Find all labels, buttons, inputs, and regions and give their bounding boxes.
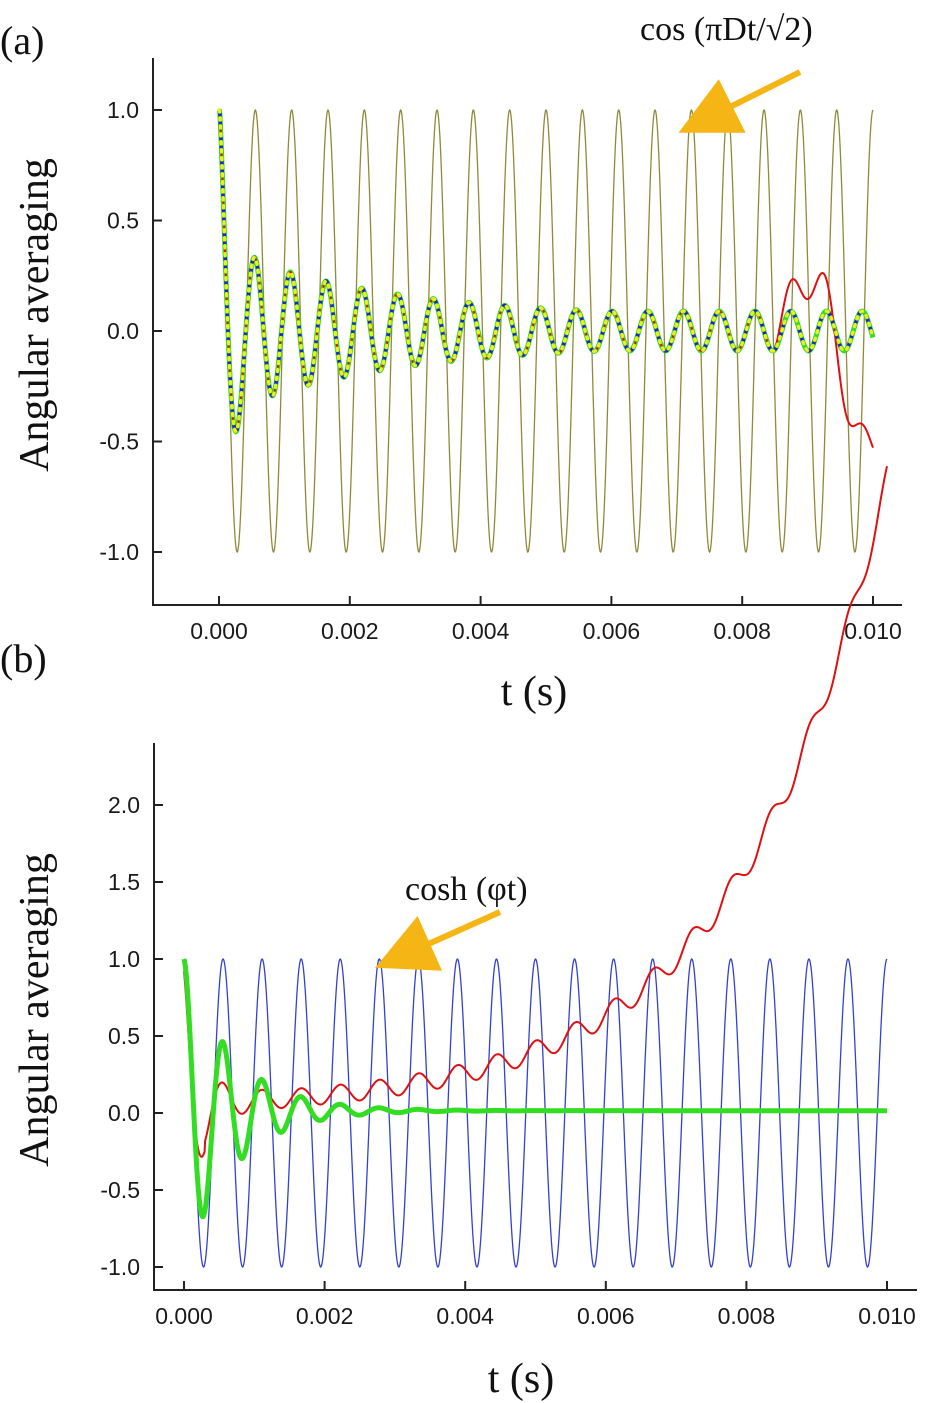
panel-a-series-group — [216, 108, 876, 554]
y-tick-label: 0.5 — [108, 1023, 140, 1049]
series-line-thin — [183, 958, 888, 1268]
x-tick-label: 0.004 — [452, 618, 510, 644]
series-line-thin — [218, 108, 874, 554]
x-tick-label: 0.010 — [844, 618, 902, 644]
panel-b-x-axis-title: t (s) — [488, 1356, 555, 1402]
y-tick-label: -1.0 — [100, 1254, 140, 1280]
panel-a-label: (a) — [0, 18, 44, 63]
panel-b-series-group — [181, 465, 888, 1268]
y-tick-label: -0.5 — [100, 1177, 140, 1203]
panel-b-annotation-arrow — [375, 909, 502, 971]
panel-b-annotation: cosh (φt) — [405, 871, 528, 908]
x-tick-label: 0.002 — [321, 618, 379, 644]
y-tick-label: 1.5 — [108, 869, 140, 895]
panel-a-annotation-arrow — [678, 69, 802, 133]
y-tick-label: 1.0 — [107, 97, 139, 123]
panel-a-x-axis-title: t (s) — [501, 669, 568, 715]
y-tick-label: 0.0 — [107, 318, 139, 344]
panel-a-chart: (a) Angular averaging 0.000 0.002 0.004 0.0… — [0, 11, 902, 715]
series-line-green-thick — [181, 958, 887, 1220]
y-tick-label: 1.0 — [108, 946, 140, 972]
x-tick-label: 0.002 — [296, 1303, 354, 1329]
panel-b-chart: (b) Angular averaging 0.000 0.002 0.004 0.0… — [0, 465, 917, 1402]
panel-a-y-axis-title: Angular averaging — [12, 158, 58, 472]
y-tick-label: -0.5 — [99, 429, 139, 455]
panel-b-y-axis-title: Angular averaging — [12, 853, 58, 1167]
panel-b-label: (b) — [0, 636, 47, 681]
panel-a-annotation: cos (πDt/√2) — [640, 11, 813, 48]
x-tick-label: 0.008 — [718, 1303, 776, 1329]
x-tick-label: 0.006 — [583, 618, 641, 644]
x-tick-label: 0.000 — [155, 1303, 213, 1329]
y-tick-label: 0.0 — [108, 1100, 140, 1126]
series-line-yellow-dotted — [217, 108, 875, 434]
x-tick-label: 0.006 — [577, 1303, 635, 1329]
x-tick-label: 0.008 — [713, 618, 771, 644]
y-tick-label: 0.5 — [107, 208, 139, 234]
panel-a-ticks: 0.000 0.002 0.004 0.006 0.008 0.010 -1.0 -0.5 0.… — [99, 97, 901, 644]
x-tick-label: 0.010 — [858, 1303, 916, 1329]
panel-b-ticks: 0.000 0.002 0.004 0.006 0.008 0.010 -1.0 -0.5 0.… — [100, 792, 915, 1329]
y-tick-label: 2.0 — [108, 792, 140, 818]
y-tick-label: -1.0 — [99, 539, 139, 565]
x-tick-label: 0.000 — [190, 618, 248, 644]
series-line-red — [183, 465, 888, 1158]
x-tick-label: 0.004 — [436, 1303, 494, 1329]
